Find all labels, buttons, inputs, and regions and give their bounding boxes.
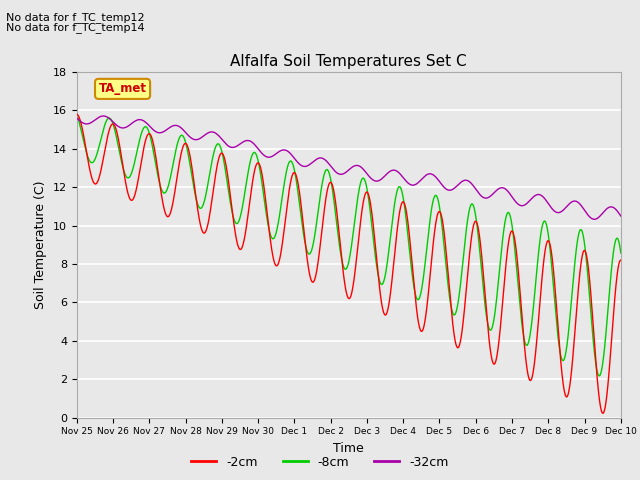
Text: No data for f_TC_temp14: No data for f_TC_temp14 bbox=[6, 22, 145, 33]
X-axis label: Time: Time bbox=[333, 442, 364, 455]
Text: No data for f_TC_temp12: No data for f_TC_temp12 bbox=[6, 12, 145, 23]
Title: Alfalfa Soil Temperatures Set C: Alfalfa Soil Temperatures Set C bbox=[230, 54, 467, 70]
Text: TA_met: TA_met bbox=[99, 83, 147, 96]
Legend: -2cm, -8cm, -32cm: -2cm, -8cm, -32cm bbox=[186, 451, 454, 474]
Y-axis label: Soil Temperature (C): Soil Temperature (C) bbox=[35, 180, 47, 309]
